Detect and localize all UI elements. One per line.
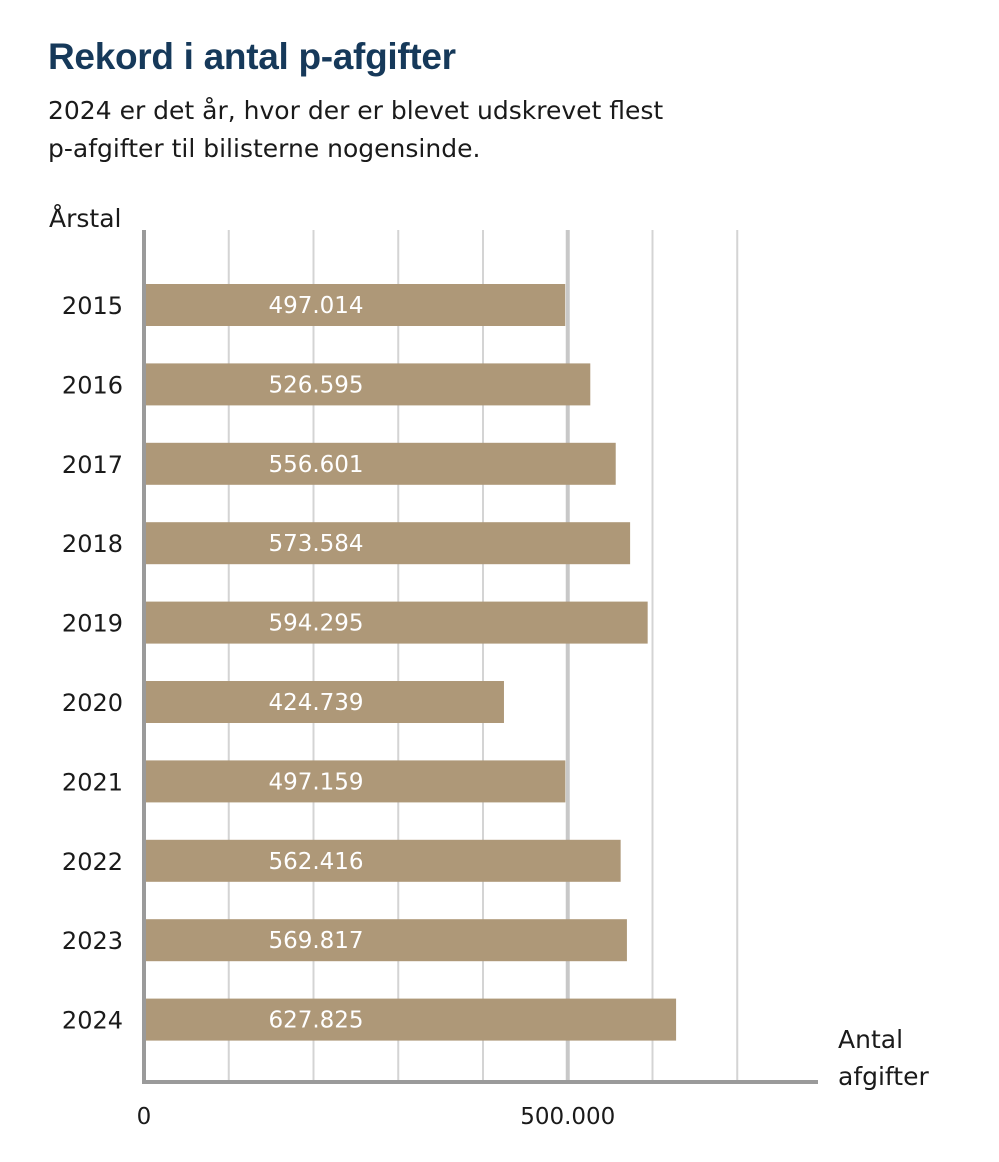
bar-value-label: 569.817 [268, 928, 363, 954]
axes [142, 230, 818, 1084]
x-tick-label: 0 [137, 1104, 152, 1130]
y-tick-label: 2020 [62, 689, 123, 717]
y-tick-label: 2024 [62, 1007, 123, 1035]
chart-title: Rekord i antal p-afgifter [48, 36, 456, 77]
bar [144, 442, 616, 485]
bars [144, 284, 677, 1041]
bar-value-label: 573.584 [268, 531, 363, 557]
y-tick-label: 2019 [62, 610, 123, 638]
bar [144, 919, 627, 962]
bar [144, 998, 677, 1041]
bar [144, 760, 566, 803]
y-tick-label: 2023 [62, 927, 123, 955]
y-tick-label: 2017 [62, 451, 123, 479]
bar-value-label: 562.416 [268, 849, 363, 875]
y-tick-labels: 2015 2016 2017 2018 2019 2020 2021 2022 2023 2024 [62, 292, 123, 1035]
y-tick-label: 2018 [62, 530, 123, 558]
x-tick-labels: 0 500.000 [137, 1104, 616, 1130]
bar [144, 839, 621, 882]
chart-subtitle: 2024 er det år, hvor der er blevet udskr… [48, 96, 664, 163]
bar-value-label: 594.295 [268, 611, 363, 637]
y-tick-label: 2021 [62, 768, 123, 796]
bar [144, 601, 648, 644]
x-axis-title-line: Antal [838, 1025, 903, 1054]
x-axis-title: Antal afgifter [838, 1025, 929, 1091]
x-axis-title-line: afgifter [838, 1062, 929, 1091]
bar [144, 363, 591, 406]
bar [144, 522, 631, 565]
bar-value-label: 556.601 [268, 452, 363, 478]
y-tick-label: 2022 [62, 848, 123, 876]
bar-value-label: 497.014 [268, 293, 363, 319]
x-tick-label: 500.000 [520, 1104, 615, 1130]
y-axis-title: Årstal [49, 204, 121, 233]
y-tick-label: 2016 [62, 371, 123, 399]
bar [144, 681, 504, 723]
bar [144, 284, 566, 326]
bar-value-label: 424.739 [268, 690, 363, 716]
data-labels: 497.014 526.595 556.601 573.584 594.295 424.7… [268, 293, 363, 1034]
y-tick-label: 2015 [62, 292, 123, 320]
bar-value-label: 627.825 [268, 1008, 363, 1034]
bar-value-label: 526.595 [268, 372, 363, 398]
bar-value-label: 497.159 [268, 769, 363, 795]
